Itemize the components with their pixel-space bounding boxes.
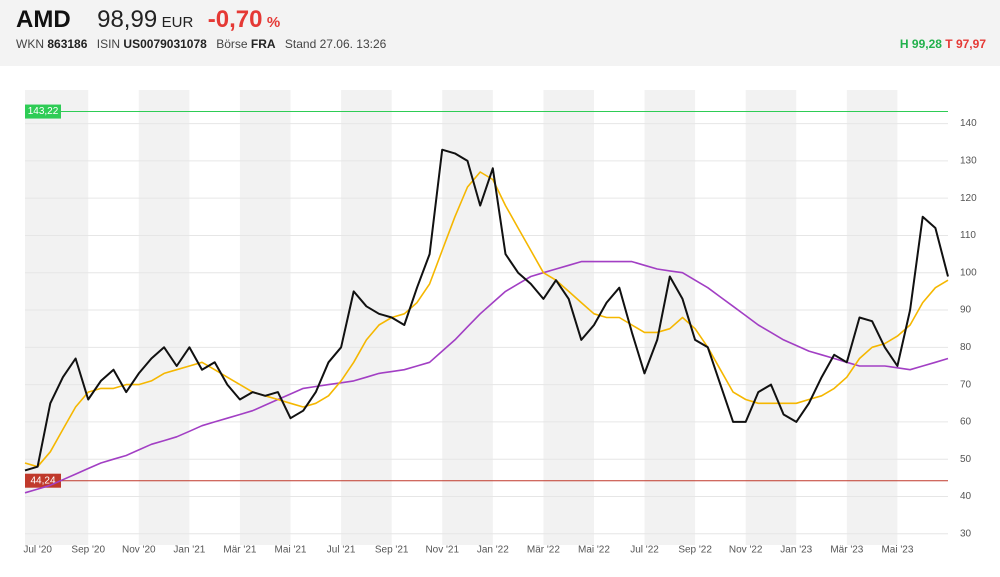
reference-label-box: [25, 104, 61, 119]
x-tick-label: Jan '22: [477, 545, 509, 556]
band: [341, 90, 392, 545]
low: T 97,97: [945, 37, 986, 51]
label: ISIN: [96, 37, 121, 51]
series-line: [24, 260, 949, 494]
x-tick-label: Mär '22: [527, 545, 560, 556]
y-tick-label: 70: [960, 379, 972, 390]
value: FRA: [250, 37, 276, 51]
y-tick-label: 30: [960, 528, 972, 539]
x-tick-label: Nov '21: [425, 545, 459, 556]
quote-line: AMD 98,99 EUR -0,70 %: [16, 6, 280, 34]
y-tick-label: 40: [960, 491, 972, 502]
y-tick-label: 50: [960, 454, 972, 465]
value: US0079031078: [123, 37, 207, 51]
x-tick-label: Mai '23: [881, 545, 913, 556]
band: [239, 90, 291, 545]
band: [644, 90, 696, 545]
y-tick-label: 110: [960, 230, 976, 241]
y-tick-label: 140: [960, 118, 977, 129]
currency: EUR: [161, 14, 194, 31]
x-tick-label: Jan '21: [173, 545, 205, 556]
x-tick-label: Jul '21: [327, 545, 356, 556]
label: Börse: [216, 37, 248, 51]
symbol: AMD: [16, 6, 71, 33]
y-tick-label: 130: [960, 156, 977, 167]
x-tick-label: Mär '21: [223, 545, 256, 556]
meta-line: WKN 863186 ISIN US0079031078 Börse FRA S…: [16, 37, 386, 51]
change: -0,70: [207, 6, 263, 33]
x-tick-label: Jul '22: [630, 545, 659, 556]
x-tick-label: Jan '23: [780, 545, 812, 556]
series-line: [24, 171, 949, 468]
y-tick-label: 60: [960, 417, 972, 428]
x-tick-label: Mär '23: [830, 545, 863, 556]
reference-label: 143,22: [28, 106, 59, 117]
value: 863186: [47, 37, 88, 51]
band: [846, 90, 898, 545]
x-tick-label: Nov '20: [122, 545, 156, 556]
band: [442, 90, 493, 545]
y-tick-label: 90: [960, 305, 972, 316]
y-tick-label: 100: [960, 267, 977, 278]
price: 98,99: [97, 6, 158, 33]
change-unit: %: [266, 14, 281, 31]
x-tick-label: Mai '21: [275, 545, 307, 556]
label: WKN: [16, 37, 44, 51]
y-tick-label: 120: [960, 193, 977, 204]
band: [543, 90, 594, 545]
x-tick-label: Sep '20: [71, 545, 105, 556]
reference-label: 44,24: [30, 475, 55, 486]
x-tick-label: Nov '22: [729, 545, 763, 556]
y-tick-label: 80: [960, 342, 972, 353]
x-tick-label: Jul '20: [23, 545, 52, 556]
band: [138, 90, 190, 545]
x-tick-label: Sep '22: [678, 545, 712, 556]
series-line: [24, 148, 949, 472]
high-low: H 99,28 T 97,97: [900, 37, 986, 51]
chart: 30 40 50 60 70 80 90 100 110 120 130 140 Jul '20 Sep …: [23, 90, 977, 556]
high: H 99,28: [899, 37, 942, 51]
x-tick-label: Sep '21: [375, 545, 409, 556]
quote-header: AMD 98,99 EUR -0,70 % WKN 863186 ISIN US…: [0, 0, 1000, 66]
x-tick-label: Mai '22: [578, 545, 610, 556]
band: [25, 90, 89, 545]
timestamp: Stand 27.06. 13:26: [284, 37, 387, 51]
band: [745, 90, 797, 545]
